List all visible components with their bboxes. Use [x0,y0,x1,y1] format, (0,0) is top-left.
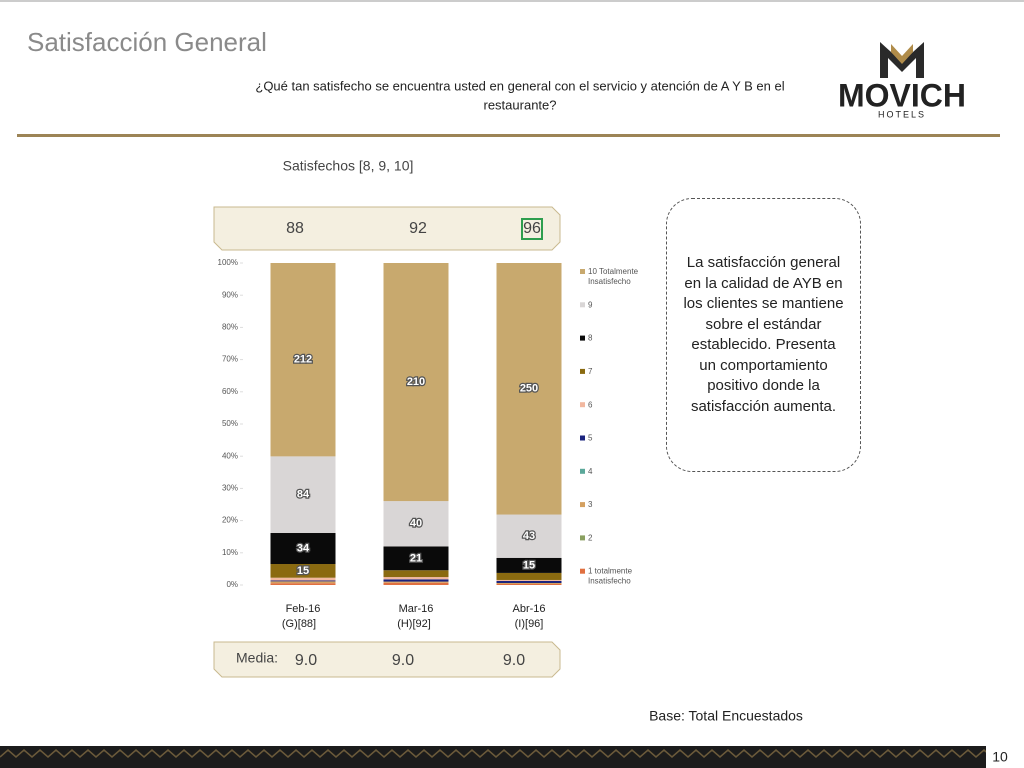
satisfied-banner [213,206,561,251]
header-rule [17,134,1000,137]
legend-label: 7 [588,367,593,376]
data-label: 43 [523,530,535,542]
mean-label: Media: [236,650,278,666]
data-label: 15 [523,559,535,571]
x-tick-label: Mar-16 [399,603,434,615]
bar-segment [383,577,449,580]
x-tick-label: Abr-16 [512,603,545,615]
y-tick-label: 50% [222,419,238,428]
y-tick-label: 10% [222,548,238,557]
legend-label: 1 totalmente Insatisfecho [588,567,633,586]
question: restaurante? [484,97,557,112]
bar-segment [383,501,449,547]
data-label: 15 [297,565,309,577]
question: ¿Qué tan satisfecho se encuentra usted e… [255,78,784,93]
bar-segment [270,583,336,585]
y-tick-label: 40% [222,451,238,460]
data-label: 250 [520,383,538,395]
logo-tagline: HOTELS [878,109,926,119]
legend-label: 2 [588,534,593,543]
legend-swatch [580,402,585,408]
x-tick-label: Feb-16 [286,603,321,615]
y-tick-label: 20% [222,516,238,525]
footer-pattern [0,749,993,758]
mean-value: 9.0 [295,652,317,669]
bar-segment [383,581,449,583]
bar-segment [496,579,562,581]
legend-swatch [580,568,585,574]
legend-swatch [580,269,585,274]
satisfied-value: 92 [409,220,427,237]
legend-swatch [580,435,585,441]
satisfied-value: 88 [286,220,304,237]
y-tick-label: 30% [222,484,238,493]
chart-subtitle: Satisfechos [8, 9, 10] [283,158,414,174]
bar-segment [383,579,449,582]
bar-segment [270,533,336,565]
legend-swatch [580,468,585,474]
legend-swatch [580,335,585,341]
mean-value: 9.0 [503,652,525,669]
y-tick-label: 90% [222,290,238,299]
y-tick-label: 60% [222,387,238,396]
y-tick-label: 70% [222,355,238,364]
legend-label: 9 [588,300,593,309]
mean-value: 9.0 [392,652,414,669]
data-label: 21 [410,552,422,564]
bar-segment [496,583,562,585]
legend-label: 10 Totalmente Insatisfecho [588,267,639,286]
legend-label: 8 [588,334,593,343]
legend-label: 3 [588,500,593,509]
legend-swatch [580,535,585,541]
data-label: 84 [297,489,310,501]
bar-segment [270,581,336,584]
x-tick-note: (I)[96] [515,618,544,630]
y-tick-label: 100% [218,258,238,267]
bar-segment [383,546,449,571]
bar-segment [270,577,336,581]
bar-segment [383,582,449,585]
data-label: 212 [294,354,312,366]
x-tick-note: (H)[92] [397,618,431,630]
y-tick-label: 0% [226,580,238,589]
bar-segment [270,564,336,578]
legend-swatch [580,368,585,374]
data-label: 40 [410,518,422,530]
bar-segment [270,580,336,582]
page-box [986,746,1024,768]
base-note: Base: Total Encuestados [649,708,803,724]
legend-label: 5 [588,434,593,443]
highlight-box [521,218,543,240]
page-number: 10 [992,749,1008,765]
bar-segment [383,570,449,578]
legend-swatch [580,302,585,308]
bar-segment [496,263,562,515]
logo-name: MOVICH [838,77,966,113]
bar-segment [496,557,562,573]
logo: MOVICH HOTELS [838,42,966,119]
legend-label: 4 [588,467,593,476]
x-tick-note: (G)[88] [282,618,316,630]
bar-segment [496,572,562,580]
bar-segment [383,263,449,502]
bar-segment [270,263,336,457]
title: Satisfacción General [27,27,267,57]
bar-segment [496,580,562,583]
legend-swatch [580,502,585,508]
bar-segment [496,582,562,584]
legend-label: 6 [588,400,593,409]
bar-segment [270,456,336,534]
mean-banner [213,641,561,678]
satisfied-value: 96 [523,220,541,237]
data-label: 34 [297,542,310,554]
callout: La satisfacción general en la calidad de… [666,198,861,472]
y-tick-label: 80% [222,323,238,332]
data-label: 210 [407,376,425,388]
bar-segment [496,514,562,558]
